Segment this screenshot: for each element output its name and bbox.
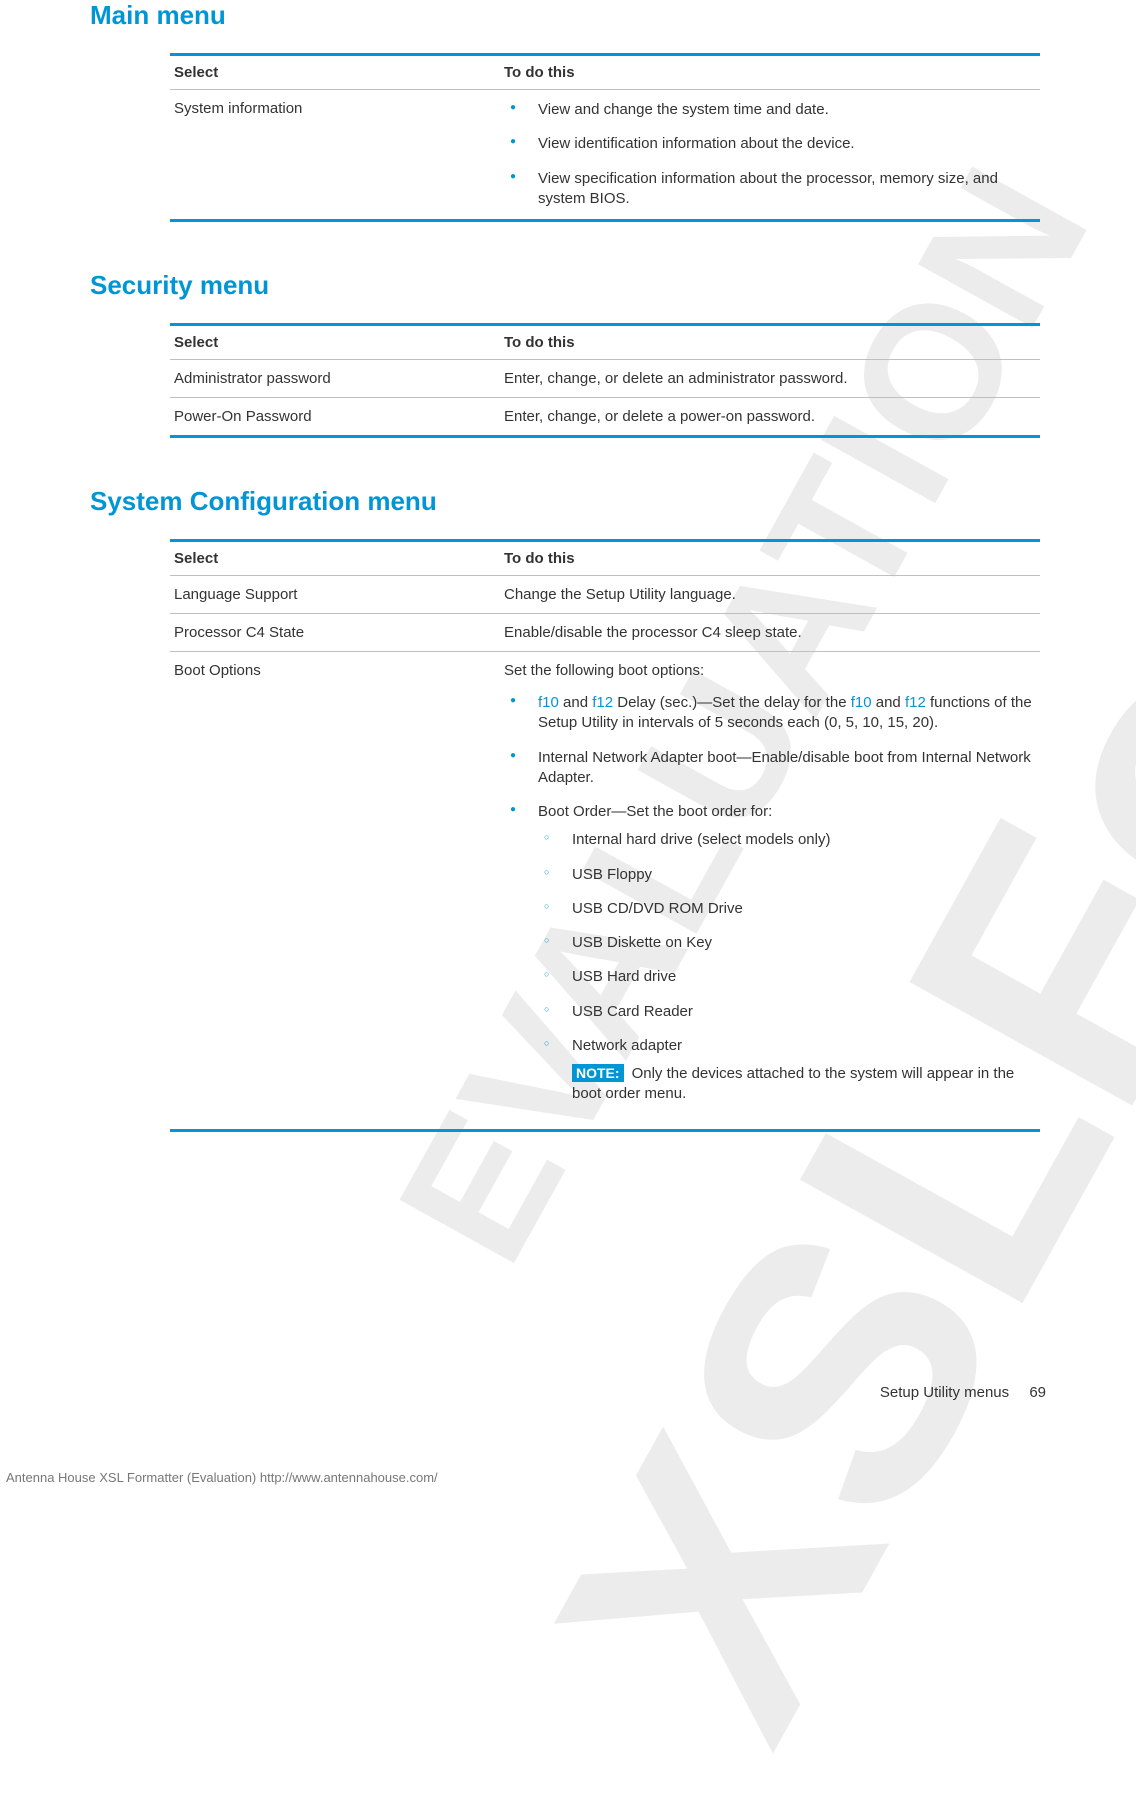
list-item: View specification information about the…	[504, 169, 1036, 210]
cell-select: Boot Options	[170, 652, 500, 1131]
list-item: Network adapter NOTE:Only the devices at…	[538, 1036, 1036, 1105]
note-label: NOTE:	[572, 1064, 624, 1082]
cell-select: Power-On Password	[170, 398, 500, 437]
footer-right: Setup Utility menus 69	[880, 1384, 1046, 1401]
security-menu-table: Select To do this Administrator password…	[170, 323, 1040, 438]
list-item: USB Floppy	[538, 865, 1036, 885]
list-item: USB Diskette on Key	[538, 933, 1036, 953]
list-item: View and change the system time and date…	[504, 100, 1036, 120]
text-fragment: and	[872, 694, 905, 711]
security-menu-heading: Security menu	[90, 270, 1046, 301]
bullet-list: View and change the system time and date…	[504, 100, 1036, 209]
note-block: NOTE:Only the devices attached to the sy…	[572, 1064, 1036, 1105]
page-content: Main menu Select To do this System infor…	[0, 0, 1136, 1132]
table-row: Boot Options Set the following boot opti…	[170, 652, 1040, 1131]
cell-todo: Set the following boot options: f10 and …	[500, 652, 1040, 1131]
list-item: Boot Order—Set the boot order for: Inter…	[504, 802, 1036, 1105]
footer-label: Setup Utility menus	[880, 1384, 1009, 1401]
list-item: USB CD/DVD ROM Drive	[538, 899, 1036, 919]
cell-todo: Enter, change, or delete an administrato…	[500, 360, 1040, 398]
page-number: 69	[1029, 1384, 1046, 1401]
col-todo: To do this	[500, 541, 1040, 576]
sub-list: Internal hard drive (select models only)…	[538, 830, 1036, 1104]
table-row: Processor C4 State Enable/disable the pr…	[170, 614, 1040, 652]
note-text: Only the devices attached to the system …	[572, 1065, 1014, 1102]
f12-keyword: f12	[592, 694, 613, 711]
cell-select: Processor C4 State	[170, 614, 500, 652]
cell-select: Language Support	[170, 576, 500, 614]
table-header-row: Select To do this	[170, 541, 1040, 576]
col-select: Select	[170, 541, 500, 576]
table-row: System information View and change the s…	[170, 90, 1040, 221]
list-item: Internal hard drive (select models only)	[538, 830, 1036, 850]
cell-todo: Enter, change, or delete a power-on pass…	[500, 398, 1040, 437]
f10-keyword: f10	[851, 694, 872, 711]
f10-keyword: f10	[538, 694, 559, 711]
boot-order-intro: Boot Order—Set the boot order for:	[538, 803, 772, 820]
table-header-row: Select To do this	[170, 325, 1040, 360]
list-item: USB Hard drive	[538, 967, 1036, 987]
boot-options-intro: Set the following boot options:	[504, 662, 1036, 679]
main-menu-heading: Main menu	[90, 0, 1046, 31]
cell-select: System information	[170, 90, 500, 221]
cell-todo: Enable/disable the processor C4 sleep st…	[500, 614, 1040, 652]
bullet-list: f10 and f12 Delay (sec.)—Set the delay f…	[504, 693, 1036, 1105]
table-row: Power-On Password Enter, change, or dele…	[170, 398, 1040, 437]
col-todo: To do this	[500, 325, 1040, 360]
list-item: USB Card Reader	[538, 1002, 1036, 1022]
footer-left: Antenna House XSL Formatter (Evaluation)…	[6, 1470, 438, 1485]
sysconfig-menu-table: Select To do this Language Support Chang…	[170, 539, 1040, 1132]
col-select: Select	[170, 55, 500, 90]
text-fragment: and	[559, 694, 592, 711]
col-select: Select	[170, 325, 500, 360]
list-item: f10 and f12 Delay (sec.)—Set the delay f…	[504, 693, 1036, 734]
text-fragment: Delay (sec.)—Set the delay for the	[613, 694, 851, 711]
list-item: Internal Network Adapter boot—Enable/dis…	[504, 748, 1036, 789]
main-menu-table: Select To do this System information Vie…	[170, 53, 1040, 222]
table-row: Language Support Change the Setup Utilit…	[170, 576, 1040, 614]
f12-keyword: f12	[905, 694, 926, 711]
table-header-row: Select To do this	[170, 55, 1040, 90]
cell-select: Administrator password	[170, 360, 500, 398]
table-row: Administrator password Enter, change, or…	[170, 360, 1040, 398]
cell-todo: View and change the system time and date…	[500, 90, 1040, 221]
list-item: View identification information about th…	[504, 134, 1036, 154]
cell-todo: Change the Setup Utility language.	[500, 576, 1040, 614]
sysconfig-menu-heading: System Configuration menu	[90, 486, 1046, 517]
sub-item-text: Network adapter	[572, 1037, 682, 1054]
col-todo: To do this	[500, 55, 1040, 90]
